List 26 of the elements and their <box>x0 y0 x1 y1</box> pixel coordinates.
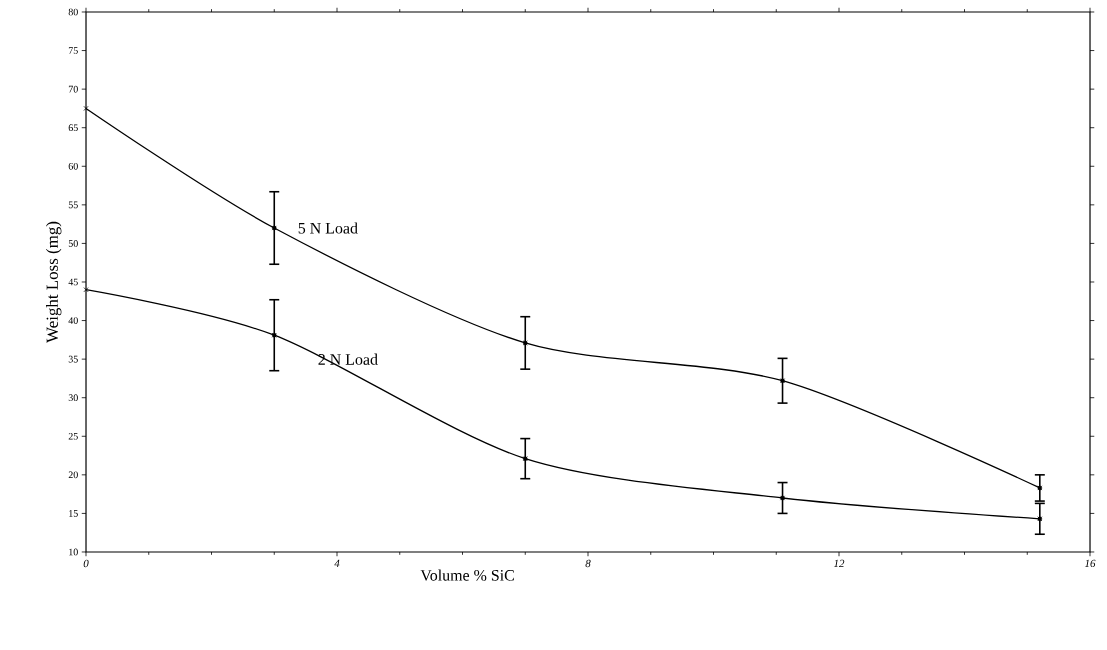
x-tick-label: 12 <box>833 559 845 568</box>
y-tick-label: 35 <box>68 355 78 363</box>
y-tick-label: 30 <box>68 394 78 402</box>
y-tick-label: 55 <box>68 201 78 209</box>
y-tick-label: 80 <box>68 8 78 16</box>
y-tick-label: 10 <box>69 548 78 556</box>
y-tick-label: 60 <box>68 162 78 170</box>
x-tick-label: 8 <box>585 559 591 568</box>
series-label: 2 N Load <box>318 353 378 365</box>
x-tick-label: 0 <box>83 559 89 568</box>
y-tick-label: 25 <box>68 432 78 440</box>
point <box>83 105 89 111</box>
point <box>83 287 89 293</box>
y-tick-label: 50 <box>68 240 78 247</box>
x-axis-title: Volume % SiC <box>420 569 514 581</box>
y-tick-label: 65 <box>68 124 78 132</box>
y-tick-label: 20 <box>68 471 78 479</box>
y-tick-label: 40 <box>68 317 78 324</box>
x-tick-label: 16 <box>1084 559 1096 568</box>
y-tick-label: 75 <box>68 47 78 54</box>
y-tick-label: 45 <box>68 278 78 286</box>
y-axis-title: Weight Loss (mg) <box>46 221 62 343</box>
y-tick-label: 15 <box>69 510 78 517</box>
x-tick-label: 4 <box>334 559 340 567</box>
series-label: 5 N Load <box>298 222 358 234</box>
y-tick-label: 70 <box>68 85 78 93</box>
